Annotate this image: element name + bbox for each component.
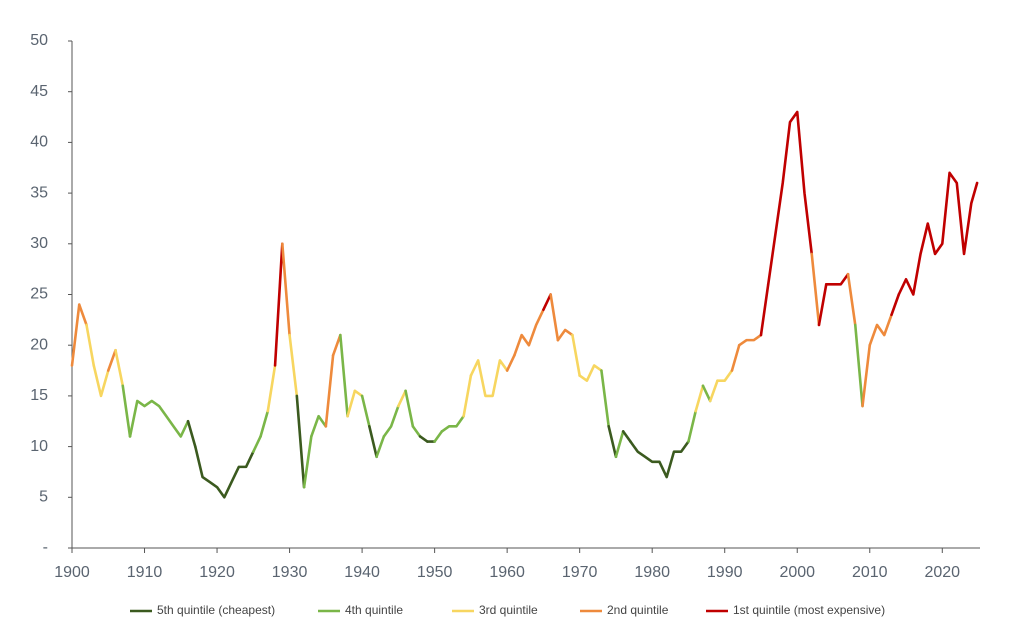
quintile-connector bbox=[85, 323, 96, 367]
legend-label: 5th quintile (cheapest) bbox=[157, 603, 275, 617]
quintile-connector bbox=[273, 242, 284, 367]
quintile-connector bbox=[106, 348, 117, 372]
x-tick-label: 1990 bbox=[707, 564, 743, 581]
quintile-connector bbox=[759, 283, 770, 337]
x-tick-label: 1960 bbox=[489, 564, 525, 581]
quintile-line bbox=[766, 110, 979, 296]
quintile-connector bbox=[614, 430, 625, 459]
y-tick-label: 35 bbox=[30, 184, 48, 201]
x-tick-label: 1920 bbox=[199, 564, 235, 581]
quintile-connector bbox=[505, 354, 516, 372]
quintile-connector bbox=[607, 425, 618, 459]
y-tick-label: 15 bbox=[30, 387, 48, 404]
quintile-connector bbox=[571, 333, 581, 377]
quintile-connector bbox=[621, 430, 632, 443]
quintile-connector bbox=[890, 293, 901, 317]
x-tick-label: 1950 bbox=[417, 564, 453, 581]
quintile-connector bbox=[339, 333, 349, 418]
legend-label: 3rd quintile bbox=[479, 603, 538, 617]
quintile-connector bbox=[817, 283, 828, 327]
quintile-connector bbox=[861, 343, 872, 408]
y-tick-label: 10 bbox=[30, 438, 48, 455]
y-tick-label: 45 bbox=[30, 83, 48, 100]
quintile-connector bbox=[708, 379, 719, 403]
quintile-connector bbox=[288, 333, 299, 398]
quintile-connector bbox=[114, 348, 125, 388]
quintile-line bbox=[92, 359, 734, 398]
quintile-connector bbox=[281, 242, 291, 337]
x-tick-label: 1940 bbox=[344, 564, 380, 581]
quintile-connector bbox=[694, 384, 705, 413]
x-tick-label: 1930 bbox=[272, 564, 308, 581]
quintile-connector bbox=[346, 389, 357, 418]
x-tick-label: 1910 bbox=[127, 564, 163, 581]
y-tick-label: 5 bbox=[39, 489, 48, 506]
quintile-connector bbox=[404, 389, 415, 428]
x-tick-label: 2010 bbox=[852, 564, 888, 581]
quintile-connector bbox=[324, 354, 335, 428]
x-tick-label: 1900 bbox=[54, 564, 90, 581]
y-tick-label: - bbox=[43, 539, 48, 556]
x-tick-label: 2000 bbox=[779, 564, 815, 581]
quintile-connector bbox=[360, 394, 371, 428]
quintile-connector bbox=[542, 293, 552, 312]
y-tick-label: 40 bbox=[30, 134, 48, 151]
x-tick-label: 1980 bbox=[634, 564, 670, 581]
quintile-connector bbox=[375, 435, 386, 459]
quintile-connector bbox=[266, 364, 277, 413]
quintile-connector bbox=[687, 409, 698, 443]
quintile-connector bbox=[853, 323, 864, 408]
quintile-connector bbox=[433, 430, 444, 443]
quintile-connector bbox=[397, 389, 407, 408]
x-tick-label: 2020 bbox=[924, 564, 960, 581]
quintile-line bbox=[130, 401, 862, 436]
quintile-connector bbox=[549, 293, 560, 342]
y-tick-label: 50 bbox=[30, 32, 48, 49]
quintile-connector bbox=[701, 384, 712, 403]
y-tick-label: 20 bbox=[30, 336, 48, 353]
quintile-connector bbox=[368, 425, 378, 459]
quintile-connector bbox=[70, 303, 81, 367]
quintile-connector bbox=[418, 435, 429, 443]
legend-label: 4th quintile bbox=[345, 603, 403, 617]
legend-label: 1st quintile (most expensive) bbox=[733, 603, 885, 617]
y-tick-label: 30 bbox=[30, 235, 48, 252]
quintile-connector bbox=[121, 384, 132, 438]
quintile-connector bbox=[810, 252, 821, 327]
y-tick-label: 25 bbox=[30, 286, 48, 303]
quintile-connector bbox=[462, 374, 473, 418]
quintile-line bbox=[77, 303, 893, 357]
quintile-connector bbox=[252, 435, 262, 453]
legend-label: 2nd quintile bbox=[607, 603, 669, 617]
x-tick-label: 1970 bbox=[562, 564, 598, 581]
quintile-connector bbox=[846, 272, 857, 327]
quintile-connector bbox=[302, 435, 313, 489]
quintile-connector bbox=[186, 419, 197, 448]
quintile-connector bbox=[730, 343, 741, 372]
quintile-connector bbox=[600, 369, 610, 428]
quintile-connector bbox=[295, 394, 306, 489]
